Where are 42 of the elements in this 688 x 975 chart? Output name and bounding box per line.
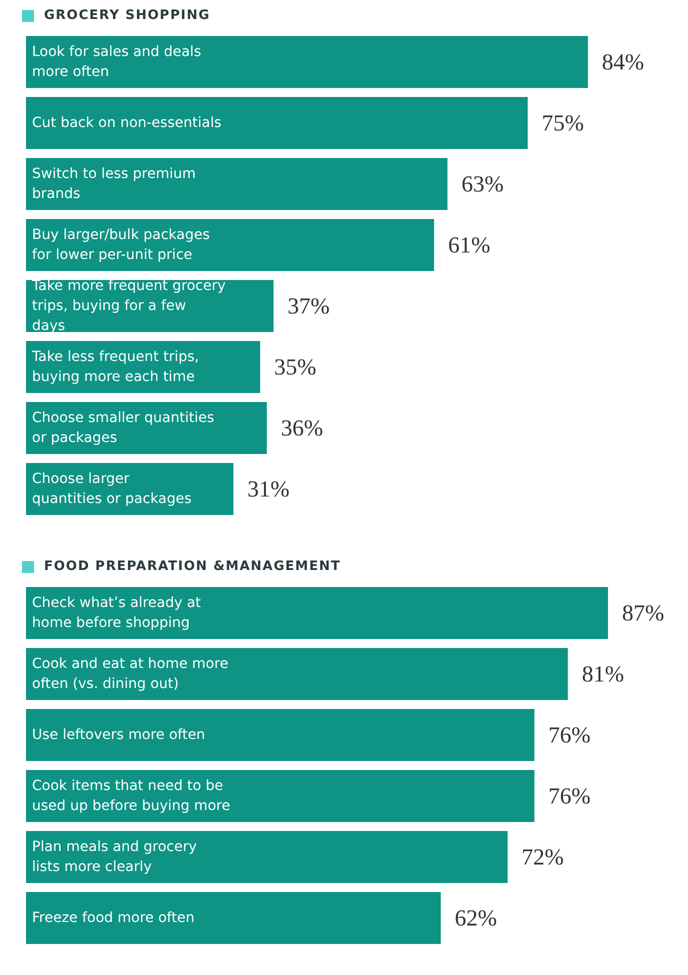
y-tick-label: Freeze food more often — [32, 910, 194, 926]
data-label: 72% — [522, 844, 564, 870]
y-tick-label: Cut back on non-essentials — [32, 115, 222, 131]
bar — [26, 158, 448, 210]
data-label: 31% — [247, 476, 290, 502]
bar — [26, 709, 534, 761]
bar — [26, 36, 588, 88]
y-tick-label: Use leftovers more often — [32, 727, 206, 743]
y-tick-label: Cook and eat at home more often (vs. dining out) — [32, 656, 228, 692]
y-tick-label: Buy larger/bulk packages for lower per-unit price — [32, 227, 210, 263]
data-label: 76% — [548, 784, 591, 808]
data-label: 62% — [454, 906, 497, 930]
data-label: 35% — [274, 354, 316, 380]
y-tick-label: Look for sales and deals more often — [32, 44, 202, 80]
y-tick-label: Switch to less premium brands — [32, 166, 196, 202]
data-label: 61% — [448, 232, 490, 258]
bar — [26, 97, 528, 149]
data-label: 75% — [542, 110, 584, 136]
y-tick-label: Choose larger quantities or packages — [32, 471, 192, 507]
data-label: 76% — [548, 722, 591, 748]
bar — [26, 587, 608, 639]
bar — [26, 402, 267, 454]
chart-title: FOOD PREPARATION &MANAGEMENT — [44, 559, 341, 574]
bar — [26, 831, 508, 883]
bar — [26, 463, 234, 515]
y-tick-label: Cook items that need to be used up before buying more — [32, 778, 230, 814]
y-tick-label: Choose smaller quantities or packages — [32, 410, 214, 446]
data-label: 37% — [288, 294, 330, 318]
bar — [26, 219, 434, 271]
bar — [26, 892, 441, 944]
data-label: 36% — [280, 416, 323, 440]
chart-title: GROCERY SHOPPING — [44, 8, 210, 23]
y-tick-label: Take more frequent grocery trips, buying for a few days — [31, 278, 226, 334]
bar — [26, 648, 568, 700]
y-tick-label: Check what’s already at home before shopping — [32, 595, 202, 631]
y-tick-label: Plan meals and grocery lists more clearly — [32, 839, 197, 875]
data-label: 87% — [622, 600, 664, 626]
data-label: 84% — [602, 50, 644, 74]
data-label: 63% — [461, 172, 504, 196]
bar — [26, 770, 534, 822]
y-tick-label: Take less frequent trips, buying more each time — [31, 349, 199, 385]
data-label: 81% — [582, 662, 624, 686]
